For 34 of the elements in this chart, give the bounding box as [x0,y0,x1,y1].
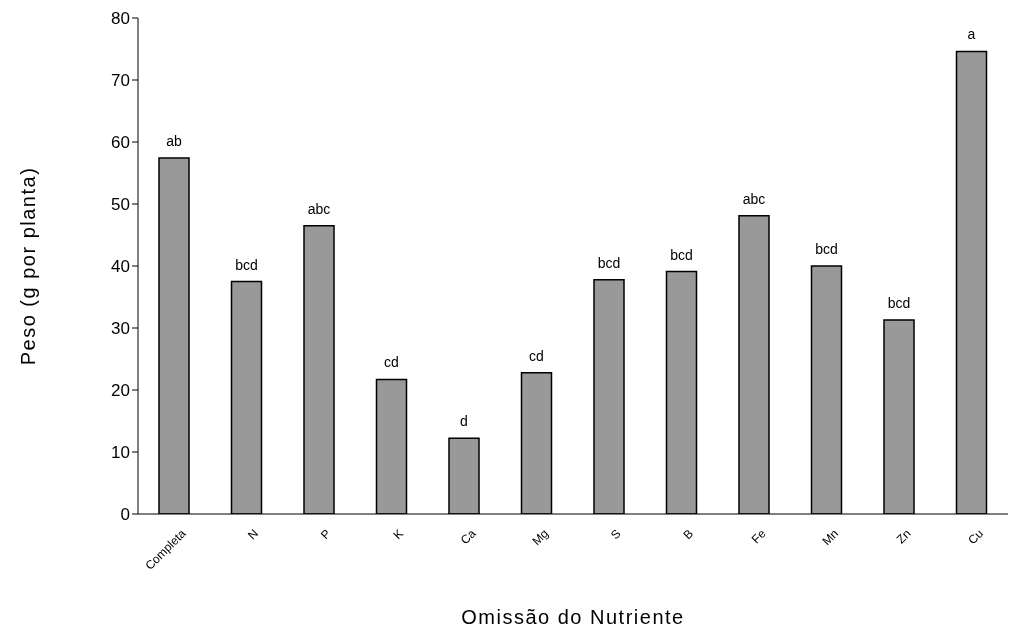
data-label: a [967,26,976,43]
data-label: bcd [597,254,621,271]
y-tick-label: 60 [111,133,130,153]
data-label: abc [742,190,766,207]
x-tick-label: P [318,526,334,543]
y-tick-label: 70 [111,71,130,91]
data-label: ab [166,133,182,150]
x-tick-label: Mn [819,526,842,549]
x-tick-label: Cu [965,526,987,548]
y-tick-label: 20 [111,381,130,401]
x-tick-label: N [245,526,262,543]
x-tick-label: Ca [457,526,479,548]
x-axis-title: Omissão do Nutriente [461,606,685,628]
y-axis-title: Peso (g por planta) [17,166,40,366]
y-tick-label: 10 [111,443,130,463]
y-tick-label: 50 [111,195,130,215]
data-label: cd [529,347,544,364]
x-tick-label: Zn [893,526,914,547]
x-tick-label: K [390,526,407,543]
x-tick-label: B [680,526,697,543]
data-label: d [460,413,468,430]
data-label: bcd [670,246,693,263]
y-tick-label: 0 [120,505,130,525]
y-tick-label: 30 [111,319,130,339]
data-label: bcd [235,256,258,273]
data-label: cd [384,354,399,371]
data-label: bcd [887,294,911,311]
x-tick-label: Mg [529,526,552,549]
x-tick-label: S [608,526,624,543]
data-label: abc [307,200,331,217]
y-tick-label: 80 [111,9,130,29]
data-label: bcd [815,241,838,257]
y-tick-label: 40 [111,257,130,277]
x-tick-label: Fe [748,526,769,547]
